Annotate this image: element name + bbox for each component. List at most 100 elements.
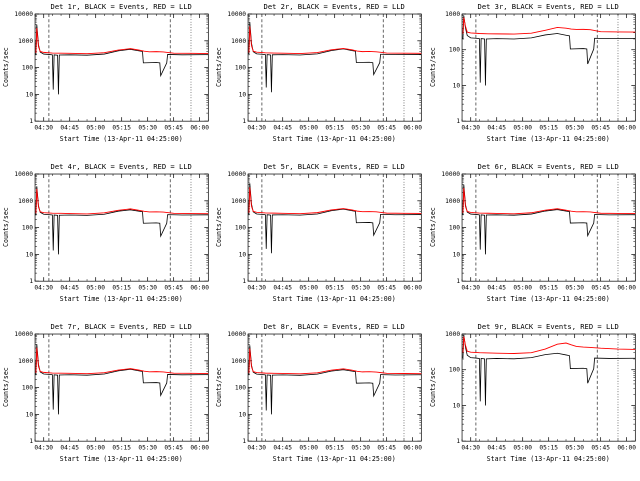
x-tick-label: 06:00: [404, 445, 423, 452]
x-axis-label: Start Time (13-Apr-11 04:25:00): [273, 295, 396, 303]
x-tick-label: 05:45: [164, 285, 183, 292]
series-lld-line: [248, 187, 422, 215]
plot-area: 1 10 100 1000 10000 04:30 04:45 05:00 05:15 05:30…: [441, 171, 636, 292]
x-tick-label: 05:30: [138, 445, 157, 452]
chart-panel-det8: Det 8r, BLACK = Events, RED = LLD Start …: [213, 320, 426, 480]
chart-panel-det1: Det 1r, BLACK = Events, RED = LLD Start …: [0, 0, 213, 160]
x-tick-label: 05:15: [326, 125, 345, 132]
y-tick-label: 1000: [231, 38, 246, 45]
x-tick-label: 05:45: [591, 445, 610, 452]
y-tick-label: 1: [29, 118, 33, 125]
plot-area: 1 10 100 1000 10000 04:30 04:45 05:00 05:15 05:30…: [14, 171, 209, 292]
series-lld-line: [462, 336, 635, 355]
y-tick-label: 10: [452, 403, 460, 410]
x-tick-label: 04:45: [487, 125, 506, 132]
x-tick-label: 05:45: [164, 445, 183, 452]
x-tick-label: 05:00: [513, 285, 532, 292]
chart-title: Det 6r, BLACK = Events, RED = LLD: [477, 162, 618, 171]
x-tick-label: 05:00: [513, 125, 532, 132]
series-lld-line: [248, 26, 422, 54]
x-tick-label: 04:30: [34, 125, 53, 132]
y-axis-label: Counts/sec: [215, 207, 223, 247]
chart-panel-det7: Det 7r, BLACK = Events, RED = LLD Start …: [0, 320, 213, 480]
x-tick-label: 05:15: [539, 445, 558, 452]
x-tick-label: 04:45: [60, 125, 79, 132]
chart-title: Det 3r, BLACK = Events, RED = LLD: [477, 2, 618, 11]
x-axis-label: Start Time (13-Apr-11 04:25:00): [60, 456, 183, 464]
y-tick-label: 100: [22, 65, 33, 72]
y-tick-label: 1000: [18, 38, 33, 45]
x-tick-label: 04:45: [60, 285, 79, 292]
y-tick-label: 10000: [441, 171, 460, 178]
y-tick-label: 10: [239, 252, 247, 259]
series-lld-line: [462, 17, 635, 35]
y-tick-label: 10: [26, 412, 34, 419]
x-tick-label: 05:30: [352, 125, 371, 132]
x-tick-label: 05:30: [138, 285, 157, 292]
plot-area: 1 10 100 1000 10000 04:30 04:45 05:00 05:15 05:30…: [228, 331, 423, 452]
x-tick-label: 05:15: [326, 445, 345, 452]
chart-panel-det9: Det 9r, BLACK = Events, RED = LLD Start …: [427, 320, 640, 480]
x-axis-label: Start Time (13-Apr-11 04:25:00): [60, 295, 183, 303]
x-tick-label: 04:30: [461, 445, 480, 452]
chart-title: Det 9r, BLACK = Events, RED = LLD: [477, 322, 618, 331]
y-tick-label: 10000: [14, 171, 33, 178]
x-tick-label: 04:45: [274, 445, 293, 452]
series-events-line: [462, 184, 635, 255]
chart-title: Det 5r, BLACK = Events, RED = LLD: [264, 162, 405, 171]
series-lld-line: [35, 27, 209, 55]
series-lld-line: [35, 189, 209, 215]
plot-frame: [248, 13, 422, 122]
series-events-line: [462, 15, 635, 86]
plot-frame: [248, 173, 422, 282]
x-tick-label: 05:45: [591, 125, 610, 132]
plot-area: 1 10 100 1000 10000 04:30 04:45 05:00 05:15 05:30…: [228, 11, 423, 132]
x-tick-label: 05:15: [112, 125, 131, 132]
y-tick-label: 1: [29, 278, 33, 285]
x-tick-label: 05:15: [326, 285, 345, 292]
plot-frame: [34, 334, 209, 442]
y-axis-label: Counts/sec: [2, 207, 10, 247]
chart-panel-det6: Det 6r, BLACK = Events, RED = LLD Start …: [427, 160, 640, 320]
y-tick-label: 1: [243, 278, 247, 285]
y-tick-label: 1000: [445, 331, 460, 338]
y-tick-label: 1000: [445, 198, 460, 205]
x-tick-label: 05:15: [539, 285, 558, 292]
y-axis-label: Counts/sec: [2, 368, 10, 408]
y-axis-label: Counts/sec: [215, 47, 223, 87]
y-tick-label: 10000: [228, 331, 247, 338]
chart-panel-det2: Det 2r, BLACK = Events, RED = LLD Start …: [213, 0, 426, 160]
x-axis-label: Start Time (13-Apr-11 04:25:00): [60, 135, 183, 143]
y-tick-label: 100: [235, 225, 246, 232]
plot-area: 1 10 100 1000 10000 04:30 04:45 05:00 05:15 05:30…: [14, 11, 209, 132]
x-tick-label: 05:30: [565, 445, 584, 452]
y-tick-label: 1: [456, 118, 460, 125]
series-events-line: [248, 183, 422, 254]
x-tick-label: 05:00: [86, 125, 105, 132]
x-tick-label: 04:30: [248, 445, 267, 452]
y-tick-label: 1000: [445, 11, 460, 18]
x-tick-label: 05:45: [164, 125, 183, 132]
x-tick-label: 06:00: [190, 285, 209, 292]
x-tick-label: 04:30: [34, 285, 53, 292]
series-events-line: [35, 344, 209, 415]
x-tick-label: 04:30: [461, 125, 480, 132]
y-tick-label: 10: [239, 91, 247, 98]
series-events-line: [35, 24, 209, 95]
chart-svg: Det 9r, BLACK = Events, RED = LLD Start …: [429, 322, 636, 463]
x-tick-label: 06:00: [617, 285, 636, 292]
chart-svg: Det 7r, BLACK = Events, RED = LLD Start …: [2, 322, 209, 464]
chart-svg: Det 6r, BLACK = Events, RED = LLD Start …: [429, 162, 636, 303]
x-tick-label: 05:15: [539, 125, 558, 132]
y-tick-label: 10: [452, 252, 460, 259]
x-tick-label: 04:45: [487, 285, 506, 292]
x-tick-label: 06:00: [190, 125, 209, 132]
chart-svg: Det 4r, BLACK = Events, RED = LLD Start …: [2, 162, 209, 303]
chart-title: Det 7r, BLACK = Events, RED = LLD: [51, 322, 192, 331]
x-tick-label: 05:45: [378, 285, 397, 292]
plot-frame: [461, 173, 636, 282]
series-events-line: [35, 186, 209, 255]
x-tick-label: 05:30: [352, 285, 371, 292]
x-axis-label: Start Time (13-Apr-11 04:25:00): [486, 295, 609, 303]
chart-svg: Det 8r, BLACK = Events, RED = LLD Start …: [215, 322, 423, 463]
